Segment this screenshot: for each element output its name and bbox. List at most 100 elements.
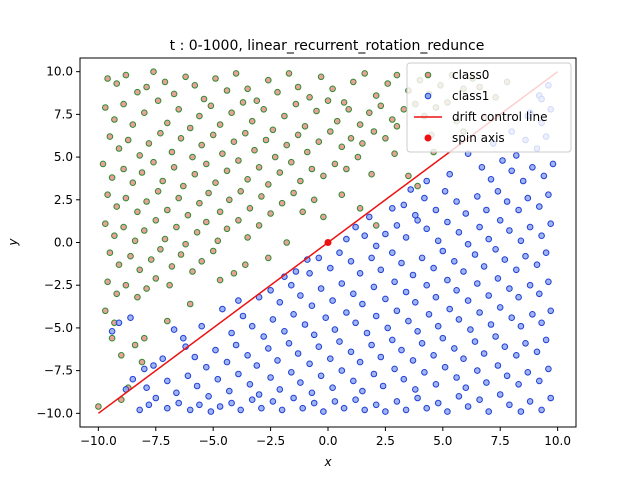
class0-point	[283, 141, 291, 149]
class1-point	[515, 381, 522, 388]
class0-point	[209, 247, 217, 255]
class1-point	[216, 403, 224, 410]
class1-point	[496, 217, 504, 224]
class1-point	[292, 268, 300, 275]
class0-point	[320, 213, 327, 221]
class0-point	[361, 70, 369, 77]
class1-point	[338, 280, 346, 287]
class0-point	[223, 225, 231, 233]
class0-point	[161, 78, 169, 86]
legend-frame	[406, 62, 572, 153]
class1-point	[184, 372, 192, 380]
class0-point	[315, 138, 323, 145]
class1-point	[526, 281, 534, 289]
class0-point	[141, 227, 148, 234]
class0-point	[99, 160, 107, 168]
spin-axis-layer	[324, 239, 332, 246]
class0-point	[258, 193, 265, 200]
class1-point	[322, 314, 330, 322]
class0-point	[164, 206, 171, 214]
class1-point	[214, 375, 222, 383]
class1-point	[297, 292, 304, 299]
class1-point	[451, 258, 458, 265]
class1-point	[244, 352, 251, 359]
class1-point	[515, 293, 522, 301]
class0-point	[223, 167, 231, 175]
class0-point	[393, 71, 401, 79]
class1-point	[519, 177, 527, 185]
class1-point	[198, 322, 205, 330]
class0-point	[108, 174, 116, 181]
class1-point	[370, 370, 378, 378]
legend-spin-axis-label: spin axis	[452, 131, 505, 145]
class1-point	[540, 172, 548, 180]
y-tick-label: 2.5	[54, 193, 73, 207]
class0-point	[297, 177, 304, 185]
class1-point	[255, 391, 263, 398]
class1-point	[462, 384, 470, 392]
class0-point	[265, 76, 272, 84]
class1-point	[455, 393, 463, 400]
class1-point	[434, 399, 442, 407]
class1-point	[407, 186, 415, 193]
class0-point	[244, 234, 251, 241]
class0-point	[391, 150, 398, 157]
class1-point	[444, 218, 451, 226]
class0-point	[203, 160, 210, 168]
class0-point	[184, 211, 192, 219]
class0-point	[313, 107, 320, 115]
class1-point	[464, 403, 472, 410]
class0-point	[384, 80, 392, 87]
class1-point	[288, 281, 295, 289]
class1-point	[487, 176, 495, 183]
class0-point	[281, 112, 288, 120]
class0-point	[164, 317, 171, 325]
class0-point	[189, 268, 196, 275]
class0-point	[122, 281, 130, 289]
class1-point	[526, 223, 534, 231]
x-tick-label: −10.0	[80, 434, 117, 448]
class0-point	[186, 300, 194, 308]
class0-point	[129, 121, 137, 128]
class0-point	[212, 179, 219, 186]
class1-point	[430, 264, 437, 272]
class0-point	[370, 128, 378, 135]
class1-point	[260, 333, 268, 340]
class1-point	[508, 314, 516, 322]
class0-point	[372, 92, 380, 99]
class1-point	[361, 406, 369, 414]
class0-point	[255, 222, 263, 229]
class0-point	[230, 138, 238, 145]
class0-point	[308, 165, 316, 173]
class1-point	[485, 292, 493, 299]
class1-point	[267, 374, 274, 381]
class1-point	[315, 254, 323, 262]
class1-point	[170, 326, 178, 333]
class1-point	[434, 322, 442, 330]
class1-point	[331, 326, 339, 333]
class1-point	[258, 404, 265, 412]
class0-point	[359, 140, 366, 147]
class0-point	[212, 75, 219, 82]
class0-point	[223, 87, 231, 94]
class1-point	[480, 263, 488, 270]
class1-points	[108, 82, 557, 415]
class1-point	[391, 365, 398, 373]
class0-point	[177, 251, 185, 258]
class1-point	[389, 205, 396, 212]
class1-point	[414, 328, 421, 335]
class0-point	[191, 82, 199, 89]
class0-point	[377, 102, 385, 110]
class1-point	[186, 406, 194, 414]
class0-point	[106, 133, 114, 140]
class0-point	[239, 99, 247, 106]
x-axis-ticks: −10.0 −7.5 −5.0 −2.5 0.0 2.5 5.0 7.5 10.0	[80, 427, 571, 448]
class1-point	[207, 408, 215, 415]
class0-point	[193, 229, 201, 236]
class0-point	[242, 129, 249, 137]
class0-point	[106, 249, 114, 256]
class1-point	[455, 316, 463, 323]
x-axis-label: x	[323, 455, 332, 469]
class0-point	[108, 334, 116, 342]
class0-point	[191, 170, 199, 178]
